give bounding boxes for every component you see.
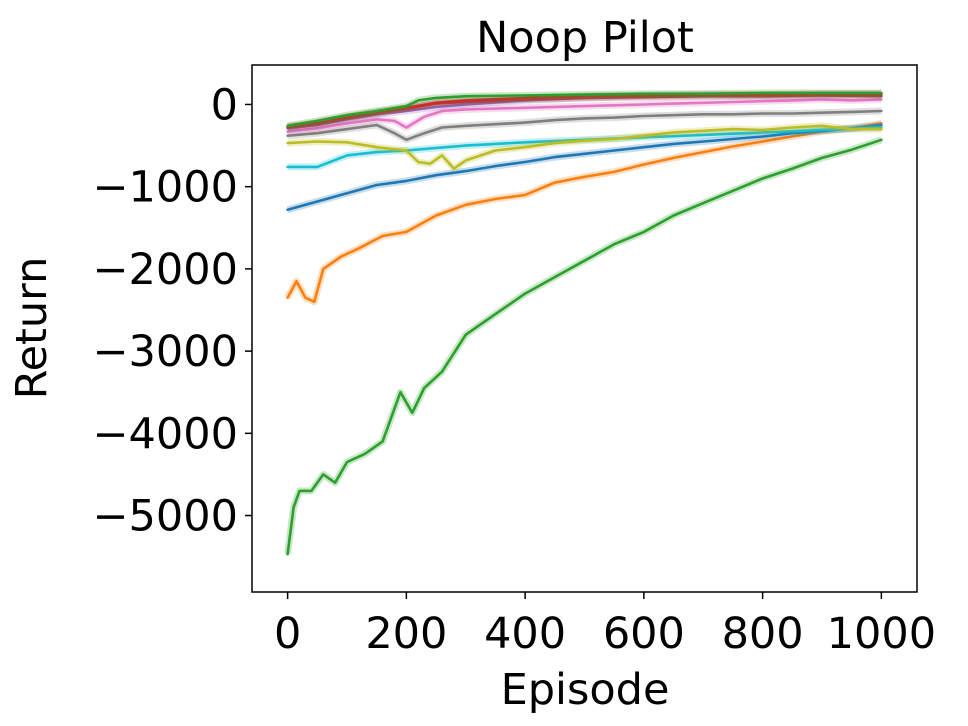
- series-line-2: [286, 122, 883, 304]
- series-line-11: [286, 91, 883, 128]
- series-layer: [284, 89, 883, 556]
- series-line-1: [286, 138, 883, 556]
- series-band-1: [284, 136, 883, 555]
- series-line-3: [286, 123, 883, 211]
- y-tick-label: −2000: [93, 245, 238, 295]
- x-tick-label: 400: [484, 609, 566, 659]
- chart-title: Noop Pilot: [476, 13, 694, 63]
- series-line-7: [286, 98, 883, 133]
- y-axis-ticks: 0 −1000 −2000 −3000 −4000 −5000: [93, 80, 252, 542]
- series-line-10: [286, 92, 883, 128]
- y-axis-label: Return: [7, 257, 57, 400]
- y-tick-label: −4000: [93, 409, 238, 459]
- x-tick-label: 0: [274, 609, 301, 659]
- x-tick-label: 200: [365, 609, 447, 659]
- y-tick-label: −1000: [93, 163, 238, 213]
- series-line-6: [286, 109, 883, 142]
- series-line-4: [286, 126, 883, 169]
- x-tick-label: 600: [603, 609, 685, 659]
- x-axis-label: Episode: [501, 665, 670, 715]
- series-line-9: [286, 94, 883, 129]
- plot-frame: [251, 64, 918, 593]
- x-tick-label: 1000: [827, 609, 936, 659]
- y-tick-label: −3000: [93, 327, 238, 377]
- y-tick-label: −5000: [93, 492, 238, 542]
- x-axis-ticks: 0 200 400 600 800 1000: [274, 592, 936, 659]
- y-tick-label: 0: [211, 80, 238, 130]
- x-tick-label: 800: [722, 609, 804, 659]
- series-line-5: [286, 124, 883, 170]
